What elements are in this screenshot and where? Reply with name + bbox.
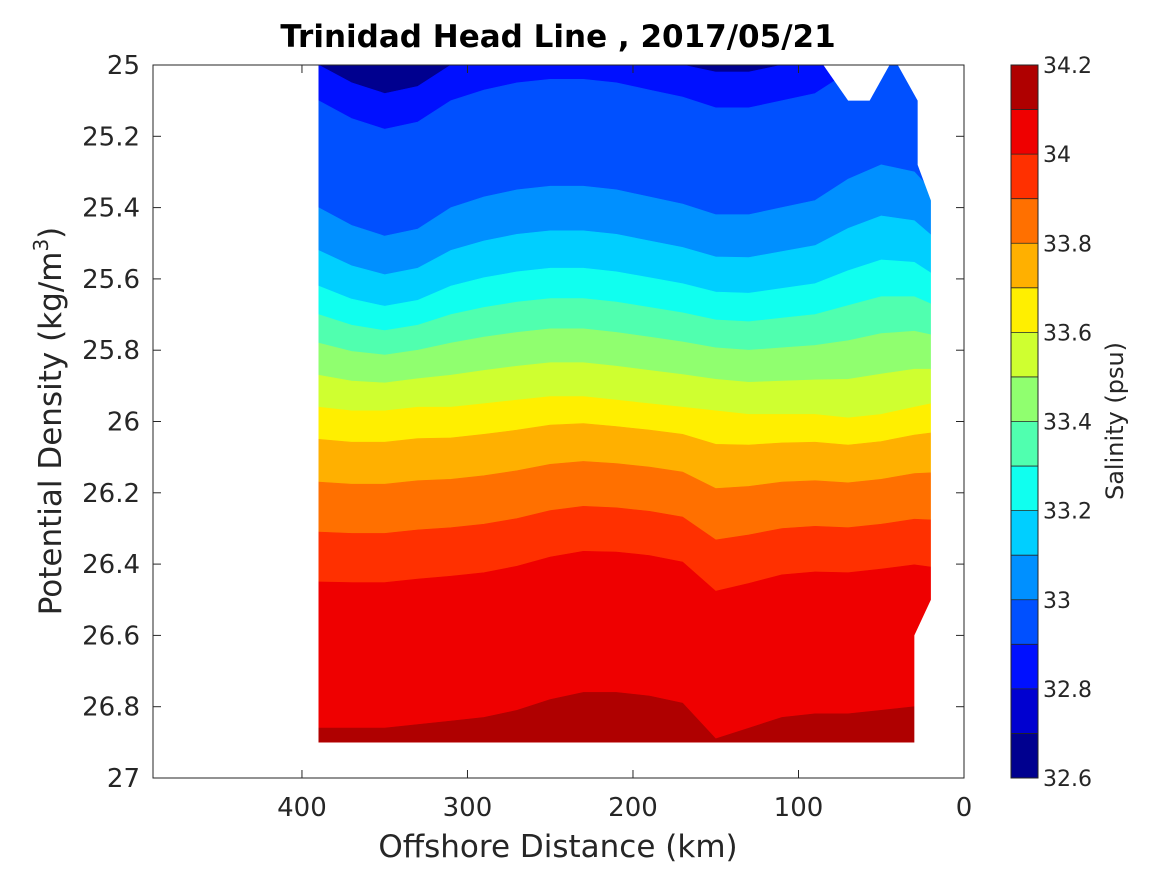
x-tick-label: 200 [608,793,658,823]
colorbar-swatch [1011,688,1038,734]
colorbar-tick-label: 34 [1043,143,1071,168]
colorbar-swatch [1011,644,1038,689]
colorbar-swatch [1011,154,1038,199]
colorbar-swatch [1011,332,1038,377]
no-data-region-coast [897,65,964,778]
colorbar-tick-label: 33.8 [1043,232,1092,257]
colorbar-tick-label: 34.2 [1043,54,1092,79]
colorbar-swatch [1011,466,1038,511]
colorbar-swatch [1011,421,1038,467]
no-data-notch-top [823,65,890,101]
y-tick-label: 26.2 [82,479,140,509]
colorbar-tick-label: 33.6 [1043,321,1092,346]
x-tick-label: 400 [277,793,327,823]
colorbar-tick-label: 32.8 [1043,678,1092,703]
x-tick-label: 300 [443,793,493,823]
y-axis: 25 25.2 25.4 25.6 25.8 26 26.2 26.4 26.6 26.8 27 [82,51,964,794]
colorbar-swatch [1011,287,1038,333]
x-axis-label: Offshore Distance (km) [378,829,737,865]
colorbar-swatch [1011,555,1038,600]
colorbar-frame [1010,64,1039,779]
contour-band-34-34.1 [318,550,931,743]
y-tick-label: 26.8 [82,693,140,723]
x-tick-label: 0 [956,793,973,823]
x-axis: 400 300 200 100 0 [277,65,972,823]
colorbar-swatch [1011,733,1038,778]
y-tick-label: 26 [107,408,140,438]
colorbar-label: Salinity (psu) [1101,342,1129,500]
colorbar-swatch [1011,510,1038,556]
y-tick-label: 25.8 [82,336,140,366]
colorbar-swatch [1011,243,1038,288]
colorbar-swatch [1011,376,1038,422]
y-tick-label: 25.4 [82,194,140,224]
y-tick-label: 26.6 [82,621,140,651]
colorbar-swatch [1011,198,1038,244]
colorbar-swatch [1011,109,1038,155]
y-tick-label: 25.2 [82,122,140,152]
colorbar-tick-label: 33.4 [1043,411,1092,436]
x-tick-label: 100 [774,793,824,823]
y-tick-label: 27 [107,764,140,794]
colorbar-tick-label: 32.6 [1043,767,1092,792]
colorbar-swatch [1011,65,1038,110]
colorbar-tick-label: 33 [1043,589,1071,614]
y-tick-label: 25.6 [82,265,140,295]
y-axis-label-close: ) [33,227,69,239]
y-tick-label: 25 [107,51,140,81]
contour-fill [318,65,964,778]
colorbar [1011,65,1038,779]
colorbar-tick-label: 33.2 [1043,500,1092,525]
y-axis-label-main: Potential Density (kg/m [33,252,69,616]
chart-title: Trinidad Head Line , 2017/05/21 [280,19,835,55]
colorbar-ticks: 32.6 32.8 33 33.2 33.4 33.6 33.8 34 34.2 [1043,54,1092,792]
y-tick-label: 26.4 [82,550,140,580]
y-axis-label-superscript: 3 [29,239,53,252]
colorbar-swatch [1011,599,1038,645]
y-axis-label: Potential Density (kg/m3) [29,227,69,616]
